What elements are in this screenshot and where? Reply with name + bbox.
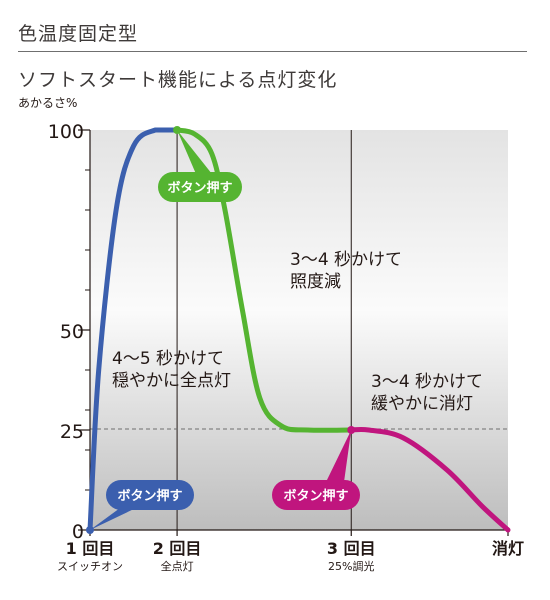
- callout-bubble: [106, 480, 194, 510]
- annotation-text: 4〜5 秒かけて穏やかに全点灯: [112, 349, 231, 391]
- y-tick-label: 25: [60, 421, 84, 443]
- title-divider: [18, 51, 527, 52]
- x-tick-sublabel: 25%調光: [328, 559, 374, 573]
- callout-pointer: [90, 508, 136, 530]
- y-tick-label: 0: [72, 521, 84, 543]
- callout-pointer: [326, 430, 352, 482]
- y-tick-label: 100: [48, 121, 84, 143]
- callout-bubble: [158, 172, 242, 202]
- chart-title: ソフトスタート機能による点灯変化: [18, 69, 338, 91]
- page-title: 色温度固定型: [18, 23, 139, 45]
- x-tick-label: 1 回目: [66, 539, 115, 558]
- press-callout: ボタン押す: [272, 426, 360, 510]
- x-tick-sublabel: 全点灯: [161, 559, 194, 573]
- press-callout: ボタン押す: [86, 480, 194, 534]
- callout-label: ボタン押す: [117, 488, 182, 504]
- press-point: [86, 526, 94, 534]
- callout-bubble: [272, 480, 360, 510]
- series-line: [174, 127, 354, 433]
- press-point: [347, 426, 356, 434]
- series-line: [348, 426, 511, 533]
- x-tick-sublabel: スイッチオン: [57, 560, 123, 573]
- x-tick-label: 2 回目: [153, 539, 202, 558]
- x-tick-label: 消灯: [492, 539, 524, 558]
- y-axis-label: あかるさ%: [18, 96, 77, 110]
- series-line: [87, 127, 180, 533]
- annotation-text: 3〜4 秒かけて緩やかに消灯: [371, 372, 483, 414]
- press-callout: ボタン押す: [158, 126, 242, 202]
- x-tick-label: 3 回目: [327, 539, 376, 558]
- annotation-text: 3〜4 秒かけて照度減: [290, 250, 402, 292]
- y-tick-label: 50: [60, 321, 84, 343]
- callout-label: ボタン押す: [283, 488, 348, 504]
- callout-pointer: [177, 130, 212, 174]
- callout-label: ボタン押す: [167, 180, 232, 196]
- press-point: [173, 126, 182, 134]
